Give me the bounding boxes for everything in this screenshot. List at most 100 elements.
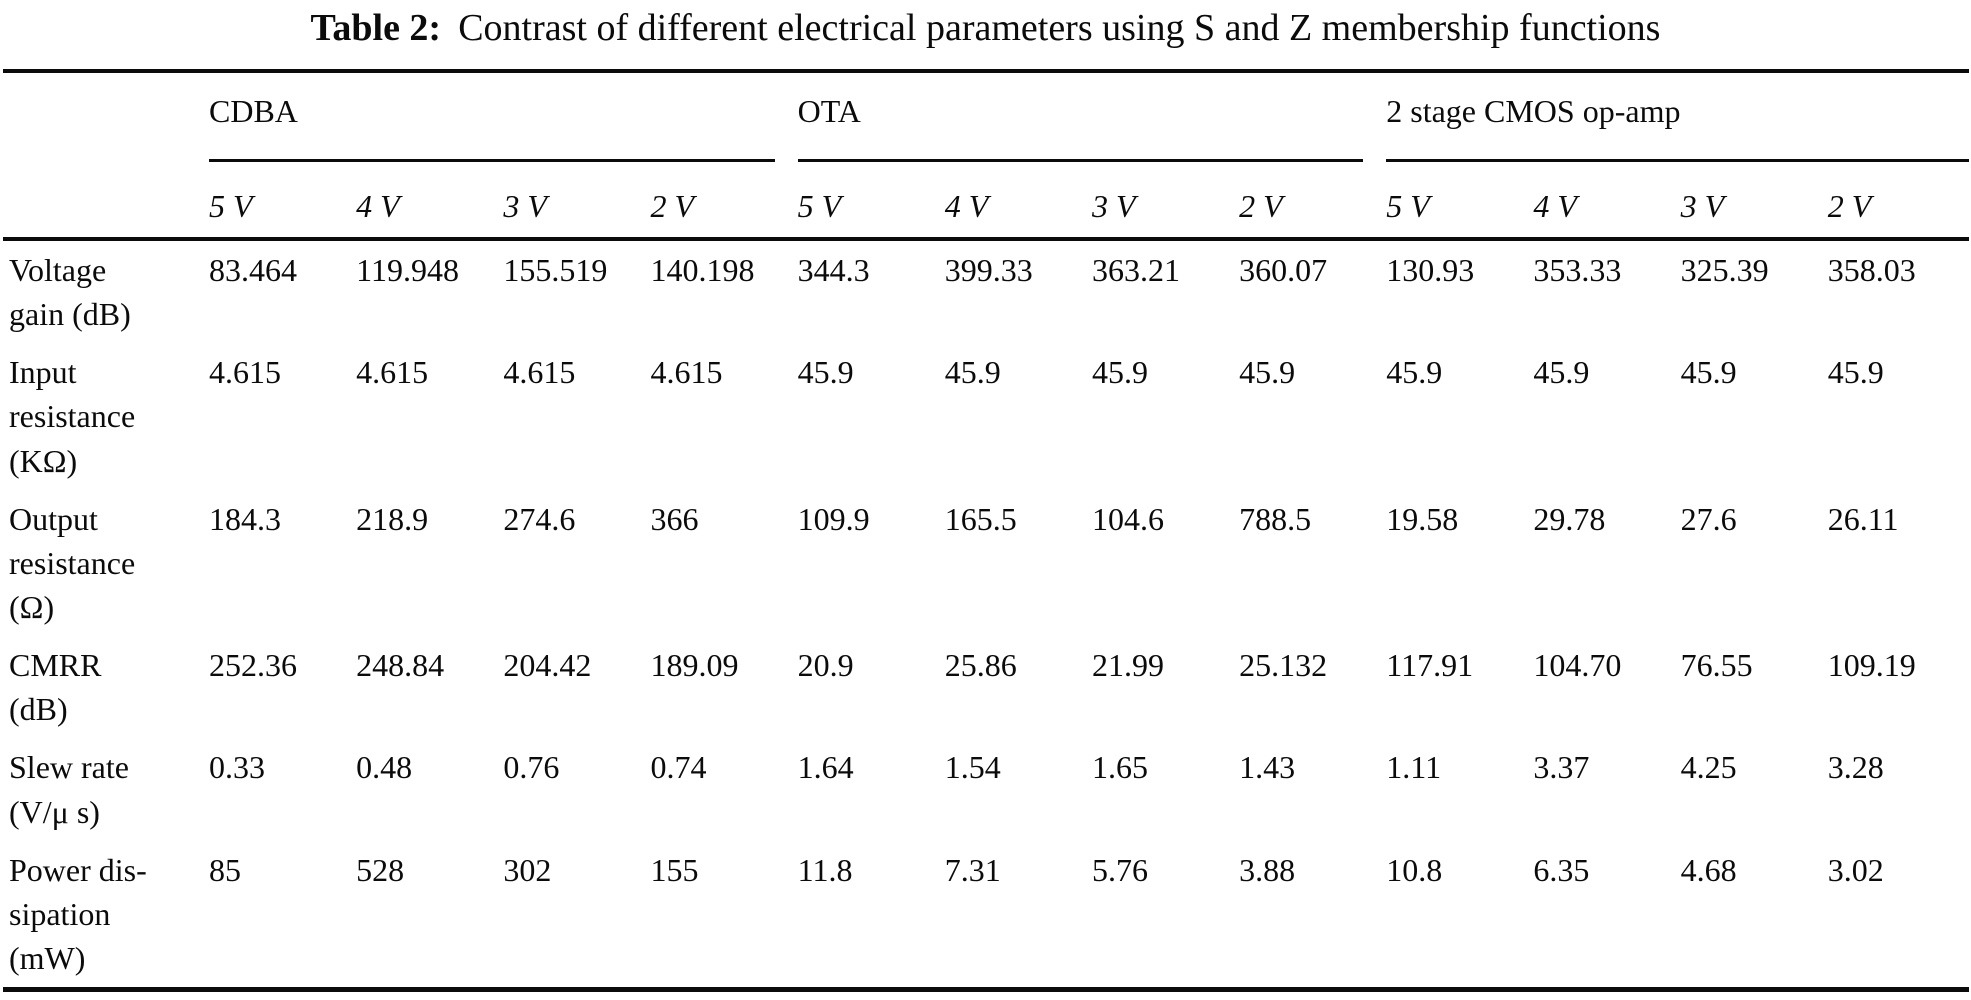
value-cell: 45.9 (1239, 354, 1296, 391)
table-row-power-dissipation: Power dis- sipation (mW) 85 528 302 155 … (3, 841, 1969, 990)
table-row-slew-rate: Slew rate (V/μ s) 0.33 0.48 0.76 0.74 1.… (3, 738, 1969, 840)
value-cell: 6.35 (1533, 851, 1590, 888)
value-cell: 10.8 (1386, 851, 1443, 888)
row-label-cmrr: CMRR (dB) (9, 647, 102, 728)
value-cell: 155 (650, 851, 699, 888)
table-row-output-resistance: Output resistance (Ω) 184.3 218.9 274.6 … (3, 490, 1969, 636)
group-header-cdba: CDBA (203, 71, 792, 162)
value-cell: 3.02 (1827, 851, 1884, 888)
col-header-cdba-2v: 2 V (644, 161, 792, 241)
row-label-slew-rate: Slew rate (V/μ s) (9, 749, 129, 830)
value-cell: 358.03 (1827, 251, 1916, 288)
value-cell: 366 (650, 500, 699, 537)
value-cell: 140.198 (650, 251, 755, 288)
value-cell: 117.91 (1386, 647, 1474, 684)
value-cell: 45.9 (797, 354, 854, 391)
value-cell: 25.132 (1239, 647, 1328, 684)
value-cell: 363.21 (1091, 251, 1180, 288)
value-cell: 0.74 (650, 749, 707, 786)
value-cell: 274.6 (503, 500, 576, 537)
value-cell: 302 (503, 851, 552, 888)
value-cell: 4.615 (650, 354, 723, 391)
value-cell: 399.33 (944, 251, 1033, 288)
value-cell: 3.28 (1827, 749, 1884, 786)
value-cell: 1.43 (1239, 749, 1296, 786)
value-cell: 5.76 (1091, 851, 1148, 888)
value-cell: 45.9 (1533, 354, 1590, 391)
col-header-cmos-3v: 3 V (1674, 161, 1822, 241)
value-cell: 252.36 (209, 647, 297, 684)
value-cell: 21.99 (1091, 647, 1164, 684)
value-cell: 1.64 (797, 749, 854, 786)
value-cell: 19.58 (1386, 500, 1459, 537)
value-cell: 4.25 (1680, 749, 1737, 786)
col-header-ota-5v: 5 V (791, 161, 939, 241)
value-cell: 0.33 (209, 749, 265, 786)
value-cell: 1.65 (1091, 749, 1148, 786)
value-cell: 20.9 (797, 647, 854, 684)
group-header-cdba-label: CDBA (209, 89, 775, 162)
col-header-cdba-3v: 3 V (497, 161, 645, 241)
value-cell: 4.68 (1680, 851, 1737, 888)
value-cell: 0.76 (503, 749, 560, 786)
value-cell: 4.615 (356, 354, 429, 391)
col-header-cdba-5v: 5 V (203, 161, 351, 241)
value-cell: 4.615 (503, 354, 576, 391)
col-header-ota-2v: 2 V (1233, 161, 1381, 241)
voltage-header-row: 5 V 4 V 3 V 2 V 5 V 4 V 3 V 2 V 5 V 4 V … (3, 161, 1969, 241)
table-row-cmrr: CMRR (dB) 252.36 248.84 204.42 189.09 20… (3, 636, 1969, 738)
value-cell: 76.55 (1680, 647, 1753, 684)
value-cell: 85 (209, 851, 241, 888)
col-header-cmos-2v: 2 V (1821, 161, 1969, 241)
col-header-cmos-4v: 4 V (1527, 161, 1675, 241)
value-cell: 788.5 (1239, 500, 1312, 537)
value-cell: 104.6 (1091, 500, 1164, 537)
value-cell: 45.9 (1091, 354, 1148, 391)
caption-label: Table 2: (310, 7, 442, 49)
value-cell: 45.9 (944, 354, 1001, 391)
value-cell: 26.11 (1827, 500, 1899, 537)
value-cell: 248.84 (356, 647, 445, 684)
caption-text: Contrast of different electrical paramet… (458, 7, 1661, 49)
value-cell: 353.33 (1533, 251, 1622, 288)
value-cell: 104.70 (1533, 647, 1622, 684)
value-cell: 25.86 (944, 647, 1017, 684)
value-cell: 45.9 (1827, 354, 1884, 391)
value-cell: 325.39 (1680, 251, 1769, 288)
value-cell: 11.8 (797, 851, 853, 888)
value-cell: 4.615 (209, 354, 281, 391)
value-cell: 0.48 (356, 749, 413, 786)
group-header-ota: OTA (792, 71, 1381, 162)
row-label-power-dissipation: Power dis- sipation (mW) (9, 851, 147, 977)
value-cell: 29.78 (1533, 500, 1606, 537)
table-row-voltage-gain: Voltage gain (dB) 83.464 119.948 155.519… (3, 239, 1969, 343)
row-label-output-resistance: Output resistance (Ω) (9, 500, 136, 625)
table-caption: Table 2: Contrast of different electrical… (0, 0, 1971, 52)
value-cell: 109.19 (1827, 647, 1916, 684)
value-cell: 7.31 (944, 851, 1001, 888)
value-cell: 1.54 (944, 749, 1001, 786)
corner-cell (3, 161, 203, 241)
value-cell: 204.42 (503, 647, 592, 684)
value-cell: 189.09 (650, 647, 739, 684)
corner-cell (3, 71, 203, 162)
col-header-ota-4v: 4 V (938, 161, 1086, 241)
value-cell: 1.11 (1386, 749, 1442, 786)
value-cell: 119.948 (356, 251, 459, 288)
value-cell: 3.37 (1533, 749, 1590, 786)
value-cell: 27.6 (1680, 500, 1737, 537)
value-cell: 130.93 (1386, 251, 1475, 288)
value-cell: 528 (356, 851, 405, 888)
value-cell: 344.3 (797, 251, 870, 288)
group-header-cmos-opamp: 2 stage CMOS op-amp (1380, 71, 1969, 162)
row-label-input-resistance: Input resistance (KΩ) (9, 354, 136, 479)
row-label-voltage-gain: Voltage gain (dB) (9, 251, 131, 333)
value-cell: 83.464 (209, 251, 297, 288)
parameters-table: CDBA OTA 2 stage CMOS op-amp 5 V 4 V 3 V… (3, 68, 1969, 993)
col-header-cmos-5v: 5 V (1380, 161, 1528, 241)
value-cell: 155.519 (503, 251, 608, 288)
col-header-ota-3v: 3 V (1085, 161, 1234, 241)
group-header-row: CDBA OTA 2 stage CMOS op-amp (3, 71, 1969, 162)
group-header-ota-label: OTA (797, 89, 1364, 162)
